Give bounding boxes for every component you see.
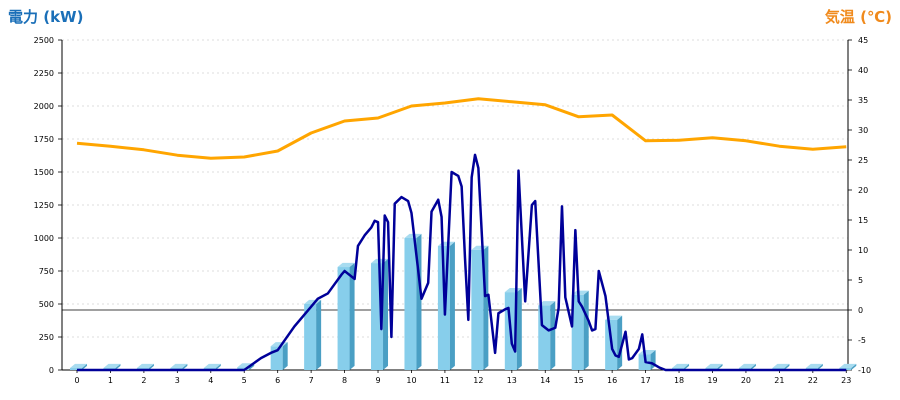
- bar: [538, 305, 551, 370]
- bar-top: [70, 363, 87, 369]
- bar: [237, 367, 250, 370]
- right-axis-tick-label: 0: [858, 306, 863, 315]
- x-axis-tick-label: 0: [74, 376, 79, 385]
- bar-side: [282, 342, 288, 370]
- bar-top: [538, 301, 556, 306]
- x-axis-tick-label: 11: [440, 376, 450, 385]
- left-axis-tick-label: 2250: [34, 69, 54, 78]
- bar: [70, 368, 82, 370]
- x-axis-tick-label: 21: [774, 376, 784, 385]
- bar-top: [772, 363, 790, 369]
- bar-side: [182, 363, 188, 370]
- bar: [304, 304, 317, 370]
- bar-side: [215, 363, 221, 370]
- bar-top: [337, 262, 355, 268]
- right-axis-tick-label: 20: [858, 186, 868, 195]
- x-axis-tick-label: 9: [375, 376, 380, 385]
- x-axis-tick-label: 19: [707, 376, 717, 385]
- left-axis-title: 電力 (kW): [8, 8, 84, 26]
- bar-side: [550, 301, 556, 370]
- right-axis-tick-label: -10: [858, 366, 871, 375]
- bar-side: [717, 363, 723, 370]
- x-axis-tick-label: 22: [808, 376, 818, 385]
- bar-side: [684, 363, 690, 370]
- left-axis-tick-label: 1750: [34, 135, 54, 144]
- temperature-line: [76, 97, 847, 160]
- right-axis-tick-label: 40: [858, 66, 868, 75]
- bar-side: [82, 363, 87, 370]
- x-axis-tick-label: 6: [275, 376, 280, 385]
- left-axis-tick-label: 250: [39, 333, 54, 342]
- bar-side: [148, 363, 154, 370]
- bar-side: [516, 287, 522, 370]
- x-axis-tick-label: 18: [674, 376, 684, 385]
- bar-top: [103, 363, 121, 369]
- bar-side: [383, 258, 389, 370]
- bar-top: [705, 363, 723, 369]
- x-axis-tick-label: 23: [841, 376, 851, 385]
- x-axis-tick-label: 14: [540, 376, 550, 385]
- bar: [471, 249, 484, 370]
- x-axis-tick-label: 7: [309, 376, 314, 385]
- x-axis-tick-label: 12: [473, 376, 483, 385]
- x-axis-tick-label: 5: [242, 376, 247, 385]
- left-axis-tick-label: 750: [39, 267, 54, 276]
- x-axis-tick-label: 13: [507, 376, 517, 385]
- right-axis-tick-label: 25: [858, 156, 868, 165]
- power-line: [77, 153, 847, 372]
- x-axis-tick-label: 8: [342, 376, 347, 385]
- left-axis-tick-label: 1250: [34, 201, 54, 210]
- x-axis-tick-label: 2: [141, 376, 146, 385]
- x-axis-tick-label: 4: [208, 376, 213, 385]
- left-axis-tick-label: 0: [49, 366, 54, 375]
- bar-side: [115, 363, 121, 370]
- left-axis-tick-label: 1000: [34, 234, 54, 243]
- bar-side: [750, 363, 756, 370]
- bar-top: [839, 363, 857, 369]
- x-axis-tick-label: 1: [108, 376, 113, 385]
- x-axis-tick-label: 15: [574, 376, 584, 385]
- bar-top: [203, 363, 221, 369]
- x-axis-tick-label: 20: [741, 376, 751, 385]
- bar: [337, 267, 350, 370]
- bar-top: [136, 363, 154, 369]
- bar-top: [170, 363, 188, 369]
- x-axis-tick-label: 16: [607, 376, 617, 385]
- bar-side: [349, 262, 355, 370]
- bar-side: [316, 299, 322, 370]
- right-axis-tick-label: 5: [858, 276, 863, 285]
- bar-side: [784, 363, 790, 370]
- bar-side: [851, 363, 857, 370]
- bar: [571, 294, 584, 370]
- bar-top: [471, 245, 489, 250]
- bar-top: [672, 363, 690, 369]
- bar-side: [817, 363, 823, 370]
- right-axis-tick-label: 45: [858, 36, 868, 45]
- x-axis-tick-label: 17: [641, 376, 651, 385]
- bar-top: [571, 290, 589, 295]
- right-axis-tick-label: 30: [858, 126, 868, 135]
- bar-top: [638, 349, 656, 355]
- left-axis-tick-label: 2500: [34, 36, 54, 45]
- bar-side: [583, 290, 589, 370]
- bar-top: [738, 363, 756, 369]
- bar-top: [805, 363, 823, 369]
- bar-side: [449, 241, 455, 370]
- x-axis-tick-label: 3: [175, 376, 180, 385]
- left-axis-tick-label: 2000: [34, 102, 54, 111]
- right-axis-tick-label: -5: [858, 336, 866, 345]
- right-axis-tick-label: 35: [858, 96, 868, 105]
- right-axis-tick-label: 10: [858, 246, 868, 255]
- x-axis-tick-label: 10: [406, 376, 416, 385]
- right-axis-tick-label: 15: [858, 216, 868, 225]
- left-axis-tick-label: 1500: [34, 168, 54, 177]
- bar: [404, 238, 417, 370]
- right-axis-title: 気温 (℃): [824, 8, 892, 26]
- left-axis-tick-label: 500: [39, 300, 54, 309]
